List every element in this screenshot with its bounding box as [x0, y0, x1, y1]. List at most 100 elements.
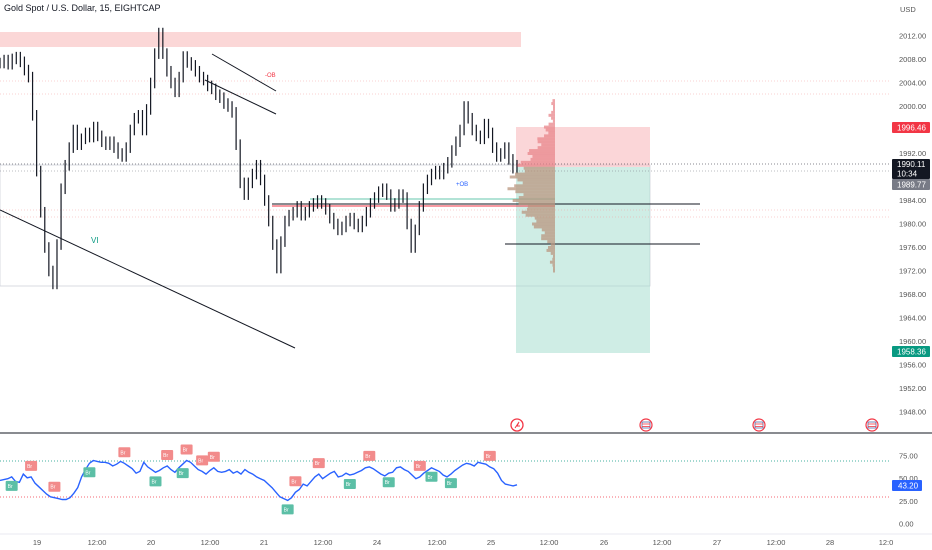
tag-label: Br [447, 481, 452, 487]
volume-profile-bar [548, 122, 555, 126]
target-price-value: 1958.36 [897, 348, 926, 357]
time-tick-label: 12:0 [879, 538, 894, 547]
time-axis[interactable]: 19 12:00 20 12:00 21 12:00 24 12:00 25 12:00 26 12:… [33, 538, 893, 547]
prev-price-value: 1989.77 [897, 181, 926, 190]
volume-profile-bar [552, 257, 555, 261]
volume-profile-bar [518, 201, 555, 205]
price-tick-label: 1976.00 [899, 243, 926, 252]
oscillator-series [0, 459, 518, 502]
target-price-tag: 1958.36 [892, 346, 930, 357]
tag-box [25, 460, 38, 471]
stop-price-tag: 1996.46 [892, 122, 930, 133]
tag-label: Br [8, 484, 13, 490]
oscillator-tags: Br Br Br Br Br Br Br Br Br Br Br Br Br Br Br Br Br Br Br Br… [5, 444, 496, 515]
tag-label: Br [284, 507, 289, 513]
bearish-divergence-tag: Br [196, 455, 209, 466]
tag-box [176, 468, 189, 479]
tag-box [382, 477, 395, 488]
tag-label: Br [291, 479, 296, 485]
bullish-divergence-tag: Br [281, 504, 294, 515]
tag-box [48, 481, 61, 492]
volume-profile-bar [537, 137, 555, 141]
price-tick-label: 2008.00 [899, 55, 926, 64]
price-tick-label: 2012.00 [899, 32, 926, 41]
us-flag-icon[interactable] [752, 418, 766, 432]
bullish-divergence-tag: Br [444, 478, 457, 489]
price-tick-label: 1964.00 [899, 314, 926, 323]
tag-label: Br [315, 461, 320, 467]
volume-profile-bar [551, 110, 555, 114]
tag-box [281, 504, 294, 515]
volume-profile-bar [547, 240, 555, 244]
oscillator-line [0, 459, 518, 502]
tag-box [312, 458, 325, 469]
tag-box [413, 460, 426, 471]
volume-profile-bar [515, 172, 555, 176]
bullish-divergence-tag: Br [382, 477, 395, 488]
time-tick-label: 24 [373, 538, 381, 547]
volume-profile-bar [541, 143, 555, 147]
price-axis[interactable] [890, 0, 932, 432]
time-tick-label: 12:00 [201, 538, 220, 547]
volume-profile-bar [541, 237, 555, 241]
bullish-divergence-tag: Br [83, 467, 96, 478]
volume-profile-bar [532, 154, 555, 158]
volume-profile-bar [520, 160, 555, 164]
volume-profile-bar [546, 248, 555, 252]
oscillator-tick-label: 0.00 [899, 520, 914, 529]
time-tick-label: 12:00 [767, 538, 786, 547]
price-tick-label: 2000.00 [899, 102, 926, 111]
time-tick-label: 25 [487, 538, 495, 547]
us-flag-icon[interactable] [865, 418, 879, 432]
bearish-divergence-tag: Br [363, 450, 376, 461]
bullish-divergence-tag: Br [343, 479, 356, 490]
volume-profile-bar [529, 149, 555, 153]
channel-line-upper[interactable] [211, 53, 277, 92]
event-marker-icon[interactable] [510, 418, 524, 432]
volume-profile-bar [521, 210, 555, 214]
oscillator-value-tag: 43.20 [892, 480, 922, 491]
bearish-divergence-tag: Br [161, 449, 174, 460]
supply-zone-band [0, 32, 521, 47]
volume-profile [507, 99, 555, 273]
volume-profile-bar [507, 187, 555, 191]
volume-profile-bar [530, 157, 555, 161]
us-flag-icon[interactable] [639, 418, 653, 432]
channel-line-lower[interactable] [204, 79, 277, 115]
tag-box [483, 450, 496, 461]
vi-label: VI [91, 236, 99, 245]
time-tick-label: 12:00 [314, 538, 333, 547]
volume-profile-bar [552, 263, 555, 267]
bullish-ob-label: +OB [456, 182, 468, 188]
time-tick-label: 12:00 [540, 538, 559, 547]
volume-profile-bar [536, 219, 555, 223]
volume-profile-bar [514, 184, 555, 188]
bearish-divergence-tag: Br [25, 460, 38, 471]
time-tick-label: 21 [260, 538, 268, 547]
tag-label: Br [416, 464, 421, 470]
tag-box [343, 479, 356, 490]
last-price-value: 1990.11 [897, 160, 926, 169]
bearish-ob-label: -OB [265, 73, 276, 79]
trendline[interactable] [0, 209, 296, 349]
price-tick-label: 1952.00 [899, 384, 926, 393]
tag-label: Br [198, 458, 203, 464]
tag-box [5, 480, 18, 491]
volume-profile-bar [512, 199, 555, 202]
bearish-divergence-tag: Br [207, 451, 220, 462]
price-tick-label: 1968.00 [899, 290, 926, 299]
volume-profile-bar [541, 228, 555, 232]
volume-profile-bar [537, 140, 555, 144]
volume-profile-bar [526, 207, 555, 211]
tag-box [425, 471, 438, 482]
tag-box [289, 476, 302, 487]
countdown-value: 10:34 [897, 170, 918, 179]
tag-label: Br [365, 454, 370, 460]
volume-profile-bar [552, 119, 555, 123]
oscillator-tick-label: 25.00 [899, 497, 918, 506]
volume-profile-bar [553, 105, 555, 108]
volume-profile-bar [533, 225, 555, 229]
price-series [0, 27, 518, 290]
